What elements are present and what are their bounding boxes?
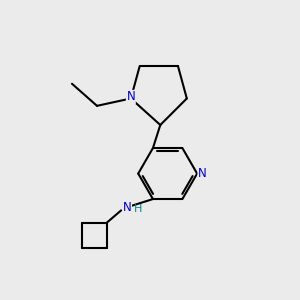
Text: N: N bbox=[123, 201, 131, 214]
Text: H: H bbox=[134, 204, 142, 214]
Text: N: N bbox=[127, 91, 135, 103]
Text: N: N bbox=[198, 167, 207, 180]
